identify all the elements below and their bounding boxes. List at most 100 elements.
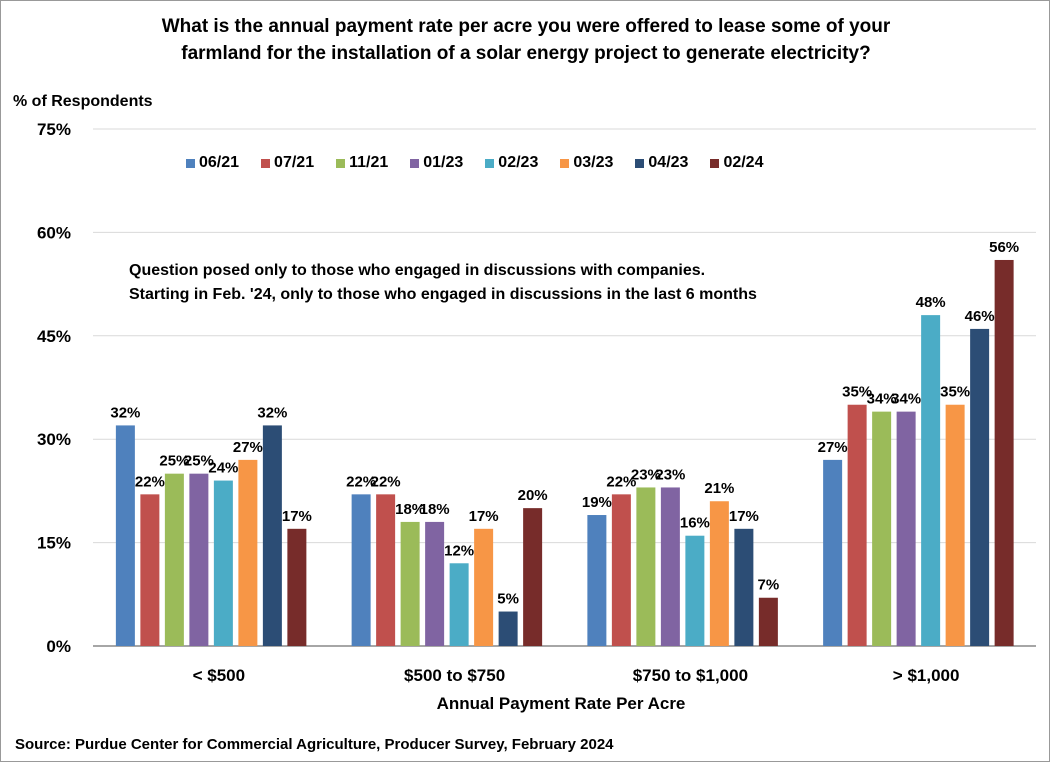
- annotation-line-1: Question posed only to those who engaged…: [129, 262, 706, 279]
- x-axis-label: Annual Payment Rate Per Acre: [436, 694, 686, 713]
- data-label: 35%: [842, 384, 872, 401]
- legend: 06/21 07/21 11/21 01/23 02/23 03/23 04/23 02/24: [186, 154, 763, 172]
- legend-item: 07/21: [261, 154, 314, 172]
- legend-label: 01/23: [423, 154, 464, 171]
- bar-02-23: [449, 563, 469, 646]
- data-label: 23%: [655, 466, 685, 483]
- legend-label: 11/21: [349, 154, 389, 171]
- data-label: 18%: [420, 501, 450, 518]
- bar-02-24: [523, 508, 543, 646]
- bar-03-23: [709, 501, 729, 646]
- data-label: 23%: [631, 466, 661, 483]
- y-tick-label: 30%: [37, 430, 71, 449]
- x-tick-label: < $500: [193, 666, 245, 685]
- data-label: 5%: [497, 591, 519, 608]
- data-label: 35%: [940, 384, 970, 401]
- bar-02-23: [213, 480, 233, 646]
- x-tick-label: > $1,000: [893, 666, 960, 685]
- legend-label: 02/23: [498, 154, 539, 171]
- bar-01-23: [896, 411, 916, 646]
- bar-04-23: [262, 425, 282, 646]
- legend-label: 06/21: [199, 154, 240, 171]
- data-label: 22%: [346, 473, 376, 490]
- data-label: 32%: [257, 404, 287, 421]
- bar-07-21: [376, 494, 396, 646]
- data-label: 27%: [233, 439, 263, 456]
- y-tick-label: 60%: [37, 223, 71, 242]
- bar-02-24: [758, 597, 778, 646]
- y-tick-label: 45%: [37, 327, 71, 346]
- legend-swatch: [635, 158, 645, 168]
- data-label: 24%: [208, 460, 238, 477]
- data-label: 20%: [518, 487, 548, 504]
- bar-04-23: [970, 328, 990, 646]
- legend-label: 04/23: [648, 154, 689, 171]
- bar-11-21: [164, 473, 184, 646]
- bar-11-21: [872, 411, 892, 646]
- data-label: 34%: [867, 391, 897, 408]
- x-tick-label: $500 to $750: [404, 666, 505, 685]
- bar-07-21: [611, 494, 631, 646]
- data-label: 27%: [818, 439, 848, 456]
- y-tick-label: 15%: [37, 534, 71, 553]
- bar-02-23: [685, 535, 705, 646]
- bar-06-21: [823, 459, 843, 646]
- legend-item: 02/23: [485, 154, 538, 172]
- bar-03-23: [238, 459, 258, 646]
- bar-07-21: [847, 404, 867, 646]
- legend-swatch: [336, 158, 346, 168]
- annotation: Question posed only to those who engaged…: [129, 259, 757, 307]
- data-label: 32%: [110, 404, 140, 421]
- bar-06-21: [115, 425, 135, 646]
- bar-06-21: [587, 515, 607, 646]
- bar-11-21: [400, 521, 420, 646]
- bar-02-24: [994, 259, 1014, 646]
- data-label: 16%: [680, 515, 710, 532]
- legend-swatch: [410, 158, 420, 168]
- legend-item: 11/21: [336, 154, 388, 172]
- annotation-line-2: Starting in Feb. '24, only to those who …: [129, 286, 757, 303]
- chart-title: What is the annual payment rate per acre…: [1, 13, 1049, 67]
- data-label: 25%: [184, 453, 214, 470]
- data-label: 48%: [916, 294, 946, 311]
- title-line-1: What is the annual payment rate per acre…: [161, 16, 891, 37]
- data-label: 34%: [891, 391, 921, 408]
- legend-item: 02/24: [710, 154, 763, 172]
- title-line-2: farmland for the installation of a solar…: [181, 43, 871, 64]
- legend-item: 04/23: [635, 154, 688, 172]
- legend-label: 02/24: [723, 154, 764, 171]
- bar-06-21: [351, 494, 371, 646]
- legend-item: 06/21: [186, 154, 239, 172]
- bar-03-23: [474, 528, 494, 646]
- bar-07-21: [140, 494, 160, 646]
- bar-11-21: [636, 487, 656, 646]
- data-label: 25%: [159, 453, 189, 470]
- data-label: 17%: [729, 508, 759, 525]
- bar-01-23: [189, 473, 209, 646]
- bar-02-23: [921, 315, 941, 646]
- data-label: 22%: [371, 473, 401, 490]
- legend-swatch: [485, 158, 495, 168]
- data-label: 17%: [469, 508, 499, 525]
- data-label: 22%: [135, 473, 165, 490]
- data-label: 22%: [606, 473, 636, 490]
- legend-swatch: [560, 158, 570, 168]
- data-label: 46%: [965, 308, 995, 325]
- source-note: Source: Purdue Center for Commercial Agr…: [15, 736, 614, 753]
- legend-label: 07/21: [274, 154, 315, 171]
- bar-01-23: [660, 487, 680, 646]
- legend-swatch: [710, 158, 720, 168]
- bar-04-23: [734, 528, 754, 646]
- data-label: 18%: [395, 501, 425, 518]
- data-label: 19%: [582, 494, 612, 511]
- y-axis-label: % of Respondents: [13, 93, 153, 110]
- data-label: 17%: [282, 508, 312, 525]
- y-tick-label: 75%: [37, 120, 71, 139]
- legend-item: 01/23: [410, 154, 463, 172]
- y-tick-label: 0%: [46, 637, 71, 656]
- bar-01-23: [425, 521, 445, 646]
- data-label: 12%: [444, 542, 474, 559]
- data-label: 56%: [989, 239, 1019, 256]
- legend-swatch: [186, 158, 195, 168]
